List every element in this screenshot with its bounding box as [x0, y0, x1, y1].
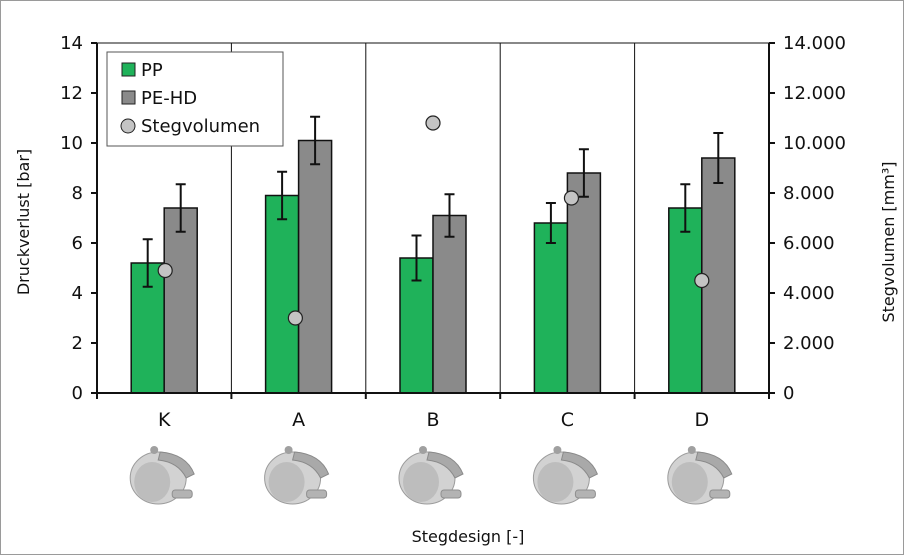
- axes: [96, 42, 770, 394]
- y-tick-label: 12: [60, 83, 83, 104]
- category-label: A: [292, 409, 305, 431]
- bars: [130, 139, 736, 394]
- scatter-point: [425, 115, 441, 131]
- legend-marker-stegvolumen: [120, 118, 136, 134]
- category-label: B: [426, 409, 439, 431]
- legend: PP PE-HD Stegvolumen: [106, 51, 284, 147]
- y2-tick-label: 2.000: [783, 333, 835, 354]
- y2-tick-label: 0: [783, 383, 794, 404]
- category-label: C: [561, 409, 574, 431]
- y2-tick-label: 12.000: [783, 83, 846, 104]
- y-tick-label: 6: [72, 233, 83, 254]
- legend-label-stegvolumen: Stegvolumen: [141, 116, 260, 137]
- y-tick-label: 4: [72, 283, 83, 304]
- y2-tick-label: 4.000: [783, 283, 835, 304]
- scatter-point: [694, 272, 710, 289]
- bar: [163, 207, 198, 394]
- design-thumbnail-icon: [129, 446, 195, 505]
- legend-label-pe-hd: PE-HD: [141, 88, 197, 109]
- bar: [533, 222, 569, 394]
- design-thumbnail-icon: [667, 446, 733, 505]
- y-tick-label: 8: [72, 183, 83, 204]
- bar: [668, 207, 703, 394]
- design-thumbnails: [129, 446, 733, 505]
- y-tick-label: 10: [60, 133, 83, 154]
- bar: [264, 194, 300, 394]
- legend-swatch-pp: [121, 62, 136, 77]
- y2-tick-label: 14.000: [783, 33, 846, 54]
- y2-axis-title: Stegvolumen [mm³]: [879, 162, 898, 323]
- y2-tick-label: 6.000: [783, 233, 835, 254]
- grid: [230, 43, 636, 393]
- scatter-point: [287, 310, 303, 326]
- scatter-point: [563, 190, 580, 206]
- scatter-point: [157, 262, 173, 279]
- design-thumbnail-icon: [532, 446, 599, 505]
- ticks: 0 2 4 6 8 10 12 14 0 2.000 4.000 6.000 8.000 10.000 12…: [60, 33, 846, 404]
- legend-box: [106, 51, 284, 147]
- y-axis-title: Druckverlust [bar]: [14, 149, 33, 295]
- category-label: K: [158, 409, 171, 431]
- y-tick-label: 2: [72, 333, 83, 354]
- legend-label-pp: PP: [141, 60, 163, 81]
- x-axis-title: Stegdesign [-]: [412, 527, 525, 546]
- design-thumbnail-icon: [264, 446, 330, 505]
- bar: [566, 172, 602, 394]
- y2-tick-label: 10.000: [783, 133, 846, 154]
- y2-tick-label: 8.000: [783, 183, 835, 204]
- design-thumbnail-icon: [398, 446, 464, 505]
- y-tick-label: 14: [60, 33, 83, 54]
- error-bars: [142, 115, 724, 288]
- scatter-points: [157, 115, 710, 326]
- y-tick-label: 0: [72, 383, 83, 404]
- bar: [432, 214, 467, 394]
- legend-swatch-pe-hd: [121, 90, 136, 105]
- bar: [297, 139, 333, 394]
- category-label: D: [694, 409, 709, 431]
